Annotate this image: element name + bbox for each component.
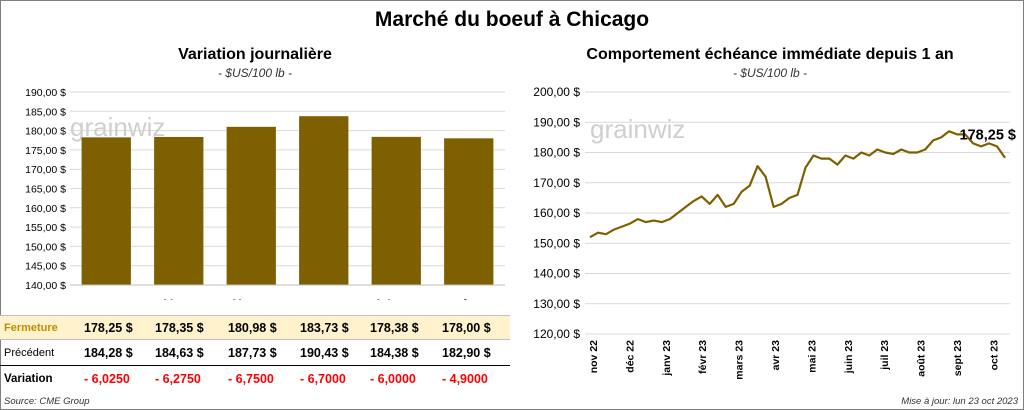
bar-ytick-label: 160,00 $	[25, 203, 66, 215]
bar-ytick-label: 185,00 $	[25, 106, 66, 118]
last-price-label: 178,25 $	[960, 127, 1016, 143]
bar-category-label: févr 24	[231, 298, 271, 300]
line-ytick-label: 200,00 $	[533, 85, 580, 99]
cell-precedent-6: 182,90 $	[442, 346, 491, 360]
line-xtick-label: déc 22	[624, 340, 636, 373]
bar-2	[154, 136, 204, 285]
bar-category-label: juin 24	[375, 298, 416, 300]
cell-variation-5: - 6,0000	[370, 372, 416, 386]
bar-ytick-label: 190,00 $	[25, 87, 66, 99]
line-ytick-label: 140,00 $	[533, 267, 580, 281]
update-note: Mise à jour: lun 23 oct 2023	[901, 396, 1018, 407]
cell-variation-1: - 6,0250	[84, 372, 130, 386]
cell-variation-6: - 4,9000	[442, 372, 488, 386]
line-ytick-label: 180,00 $	[533, 146, 580, 160]
bar-ytick-label: 175,00 $	[25, 145, 66, 157]
row-label-variation: Variation	[4, 373, 53, 385]
bar-4	[299, 116, 349, 285]
cell-variation-3: - 6,7500	[228, 372, 274, 386]
bar-category-label: déc 23	[159, 298, 198, 300]
cell-fermeture-3: 180,98 $	[228, 321, 277, 335]
cell-fermeture-4: 183,73 $	[300, 321, 349, 335]
line-ytick-label: 170,00 $	[533, 176, 580, 190]
line-chart-unit: - $US/100 lb -	[732, 66, 808, 80]
bar-5	[371, 136, 421, 285]
line-ytick-label: 160,00 $	[533, 206, 580, 220]
line-ytick-label: 130,00 $	[533, 297, 580, 311]
line-xtick-label: nov 22	[588, 340, 600, 373]
line-chart: 120,00 $ 130,00 $ 140,00 $ 150,00 $ 160,00 $…	[533, 85, 1016, 380]
line-xtick-label: févr 23	[697, 340, 709, 374]
cell-fermeture-1: 178,25 $	[84, 321, 133, 335]
line-chart-title: Comportement échéance immédiate depuis 1…	[586, 46, 954, 63]
bar-chart-title: Variation journalière	[178, 46, 332, 63]
bar-chart: 140,00 $ 145,00 $ 150,00 $ 155,00 $ 160,00 $…	[25, 87, 505, 300]
line-ytick-label: 150,00 $	[533, 236, 580, 250]
cell-fermeture-6: 178,00 $	[442, 321, 491, 335]
row-label-precedent: Précédent	[4, 347, 55, 359]
bar-ytick-label: 170,00 $	[25, 164, 66, 176]
bar-ytick-label: 155,00 $	[25, 222, 66, 234]
cell-precedent-5: 184,38 $	[370, 346, 419, 360]
bar-1	[81, 137, 131, 285]
source-note: Source: CME Group	[4, 396, 90, 407]
watermark: grainwiz	[70, 112, 165, 142]
line-xtick-label: avr 23	[770, 340, 782, 371]
bar-3	[226, 126, 276, 285]
line-ytick-label: 120,00 $	[533, 327, 580, 341]
cell-precedent-3: 187,73 $	[228, 346, 277, 360]
row-label-fermeture: Fermeture	[4, 322, 58, 334]
table-row-precedent: Précédent 184,28 $ 184,63 $ 187,73 $ 190…	[0, 341, 510, 366]
cell-variation-4: - 6,7000	[300, 372, 346, 386]
cell-variation-2: - 6,2750	[155, 372, 201, 386]
line-xtick-label: mars 23	[734, 340, 746, 380]
table-row-variation: Variation - 6,0250 - 6,2750 - 6,7500 - 6…	[0, 367, 510, 392]
line-xtick-label: juil 23	[879, 340, 891, 371]
table-row-fermeture: Fermeture 178,25 $ 178,35 $ 180,98 $ 183…	[0, 315, 510, 340]
watermark: grainwiz	[590, 114, 685, 144]
bar-ytick-label: 145,00 $	[25, 261, 66, 273]
bar-ytick-label: 180,00 $	[25, 126, 66, 138]
line-ytick-label: 190,00 $	[533, 115, 580, 129]
bar-category-label: avr 24	[306, 298, 342, 300]
cell-precedent-2: 184,63 $	[155, 346, 204, 360]
cell-precedent-1: 184,28 $	[84, 346, 133, 360]
page-title: Marché du boeuf à Chicago	[374, 8, 650, 31]
line-xtick-label: oct 23	[988, 340, 1000, 371]
line-xtick-label: août 23	[916, 340, 928, 377]
bar-category-label: oct 23	[88, 298, 124, 300]
line-xtick-label: sept 23	[952, 340, 964, 376]
line-xtick-label: juin 23	[843, 340, 855, 374]
bar-6	[444, 138, 494, 285]
cell-precedent-4: 190,43 $	[300, 346, 349, 360]
line-xtick-label: janv 23	[661, 340, 673, 377]
price-series-line	[589, 130, 1006, 239]
bar-ytick-label: 165,00 $	[25, 184, 66, 196]
bar-chart-unit: - $US/100 lb -	[217, 66, 293, 80]
bar-ytick-label: 150,00 $	[25, 241, 66, 253]
cell-fermeture-5: 178,38 $	[370, 321, 419, 335]
bar-category-label: août 24	[447, 298, 491, 300]
cell-fermeture-2: 178,35 $	[155, 321, 204, 335]
bar-ytick-label: 140,00 $	[25, 280, 66, 292]
line-xtick-label: mai 23	[806, 340, 818, 373]
